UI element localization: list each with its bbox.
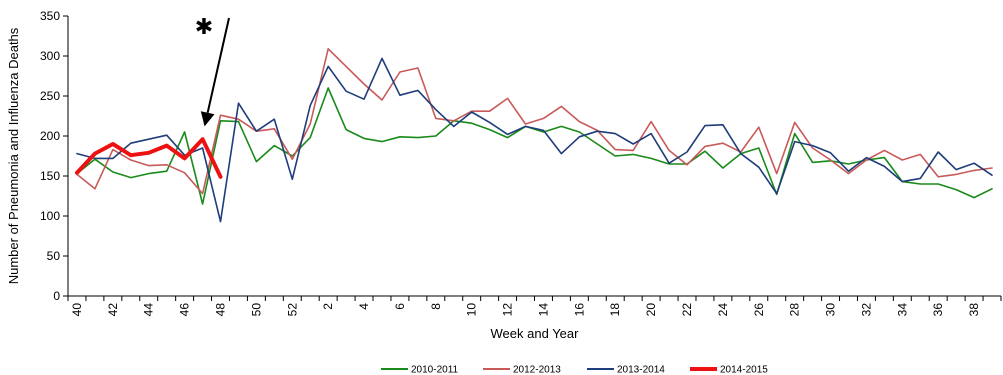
- annotation: ✱: [195, 15, 230, 127]
- x-tick-label: 2: [321, 303, 335, 310]
- x-axis-label: Week and Year: [491, 326, 580, 341]
- legend-label-2012-2013: 2012-2013: [513, 365, 561, 375]
- x-tick-label: 38: [967, 303, 981, 317]
- series-lines: [75, 47, 993, 223]
- y-tick-label: 100: [40, 209, 60, 223]
- annotation-arrow: [206, 17, 230, 113]
- x-tick-label: 50: [249, 303, 263, 317]
- asterisk-annotation: ✱: [195, 15, 213, 40]
- x-tick-label: 44: [142, 303, 156, 317]
- y-tick-label: 50: [47, 249, 61, 263]
- x-tick-label: 34: [895, 303, 909, 317]
- y-tick-label: 350: [40, 9, 60, 23]
- x-tick-label: 6: [393, 303, 407, 310]
- legend-label-2013-2014: 2013-2014: [617, 365, 665, 375]
- x-tick-label: 30: [824, 303, 838, 317]
- x-tick-label: 42: [106, 303, 120, 317]
- x-tick-label: 48: [214, 303, 228, 317]
- x-tick-label: 20: [644, 303, 658, 317]
- y-ticks: 0 50 100 150 200 250 300 350: [40, 9, 68, 303]
- series-line-2014-2015: [75, 137, 223, 179]
- x-tick-label: 52: [285, 303, 299, 317]
- x-tick-label: 16: [572, 303, 586, 317]
- x-tick-label: 46: [178, 303, 192, 317]
- x-tick-label: 36: [931, 303, 945, 317]
- x-tick-label: 8: [429, 303, 443, 310]
- x-ticks: 40 42 44 46 48 50 52 2 4 6 8 10 12 14 16 18 20 22 24 26 28 30…: [67, 296, 1002, 317]
- x-tick-label: 24: [716, 303, 730, 317]
- y-tick-label: 300: [40, 49, 60, 63]
- x-tick-label: 32: [859, 303, 873, 317]
- x-tick-label: 22: [680, 303, 694, 317]
- x-tick-label: 26: [752, 303, 766, 317]
- y-tick-label: 150: [40, 169, 60, 183]
- x-tick-label: 10: [465, 303, 479, 317]
- x-tick-label: 40: [70, 303, 84, 317]
- legend-label-2010-2011: 2010-2011: [411, 365, 459, 375]
- annotation-arrowhead: [200, 111, 215, 127]
- y-axis-label: Number of Pneumonia and Influenza Deaths: [6, 27, 21, 284]
- series-line-2013-2014: [76, 57, 993, 223]
- x-tick-label: 14: [536, 303, 550, 317]
- legend-label-2014-2015: 2014-2015: [720, 365, 768, 375]
- series-line-2012-2013: [76, 47, 993, 195]
- axes: [67, 16, 1001, 297]
- y-tick-label: 0: [53, 289, 60, 303]
- x-tick-label: 12: [501, 303, 515, 317]
- y-tick-label: 200: [40, 129, 60, 143]
- legend: 2010-2011 2012-2013 2013-2014 2014-2015: [381, 365, 768, 375]
- x-tick-label: 18: [608, 303, 622, 317]
- x-tick-label: 4: [357, 303, 371, 310]
- x-tick-label: 28: [788, 303, 802, 317]
- y-tick-label: 250: [40, 89, 60, 103]
